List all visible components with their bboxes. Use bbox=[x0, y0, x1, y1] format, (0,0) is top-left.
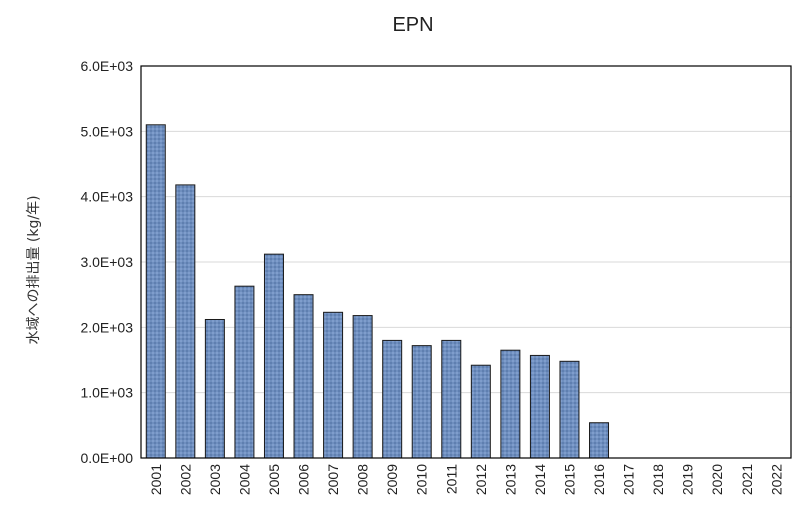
x-tick-label: 2021 bbox=[739, 464, 755, 495]
x-tick-label: 2006 bbox=[296, 464, 312, 495]
y-tick-label: 4.0E+03 bbox=[80, 189, 133, 205]
bar-2003 bbox=[204, 318, 225, 459]
bar-2001 bbox=[145, 124, 166, 459]
bar-2012 bbox=[470, 364, 491, 459]
bar-2016 bbox=[589, 422, 610, 459]
x-tick-label: 2013 bbox=[502, 464, 518, 495]
y-tick-label: 0.0E+00 bbox=[80, 450, 133, 466]
y-axis-label: 水域への排出量 (kg/年) bbox=[26, 195, 42, 344]
y-tick-label: 1.0E+03 bbox=[80, 385, 133, 401]
bar-2006 bbox=[293, 294, 314, 459]
bar-2011 bbox=[441, 339, 462, 459]
x-tick-label: 2015 bbox=[561, 464, 577, 495]
x-tick-label: 2016 bbox=[591, 464, 607, 495]
x-tick-label: 2011 bbox=[443, 464, 459, 494]
y-tick-label: 2.0E+03 bbox=[80, 319, 133, 335]
x-tick-label: 2014 bbox=[532, 464, 548, 495]
x-tick-label: 2003 bbox=[207, 464, 223, 495]
x-tick-label: 2020 bbox=[709, 464, 725, 495]
x-tick-label: 2010 bbox=[414, 464, 430, 495]
bars bbox=[145, 124, 610, 459]
bar-2013 bbox=[500, 349, 521, 459]
x-tick-label: 2019 bbox=[680, 464, 696, 495]
x-tick-label: 2009 bbox=[384, 464, 400, 495]
x-tick-label: 2017 bbox=[621, 464, 637, 495]
x-tick-label: 2008 bbox=[355, 464, 371, 495]
x-tick-label: 2002 bbox=[177, 464, 193, 495]
y-tick-label: 6.0E+03 bbox=[80, 58, 133, 74]
y-tick-label: 3.0E+03 bbox=[80, 254, 133, 270]
bar-2002 bbox=[175, 184, 196, 459]
x-tick-label: 2007 bbox=[325, 464, 341, 495]
y-tick-label: 5.0E+03 bbox=[80, 123, 133, 139]
x-tick-labels: 2001 2002 2003 2004 2005 2006 2007 2008 2009 2010… bbox=[148, 464, 785, 495]
x-tick-label: 2005 bbox=[266, 464, 282, 495]
bar-2008 bbox=[352, 315, 373, 459]
bar-2007 bbox=[323, 311, 344, 459]
x-tick-label: 2001 bbox=[148, 464, 164, 495]
x-tick-label: 2004 bbox=[236, 464, 252, 495]
bar-2010 bbox=[411, 345, 432, 459]
bar-2009 bbox=[382, 339, 403, 459]
bar-2015 bbox=[559, 360, 580, 459]
bar-2005 bbox=[263, 253, 284, 459]
chart-title: EPN bbox=[392, 14, 433, 36]
y-tick-labels: 0.0E+00 1.0E+03 2.0E+03 3.0E+03 4.0E+03 5.0E+… bbox=[80, 58, 133, 466]
bar-2014 bbox=[529, 354, 550, 459]
x-tick-label: 2012 bbox=[473, 464, 489, 495]
plot-frame bbox=[140, 65, 792, 459]
x-tick-label: 2022 bbox=[768, 464, 784, 495]
x-tick-label: 2018 bbox=[650, 464, 666, 495]
bar-2004 bbox=[234, 285, 255, 459]
